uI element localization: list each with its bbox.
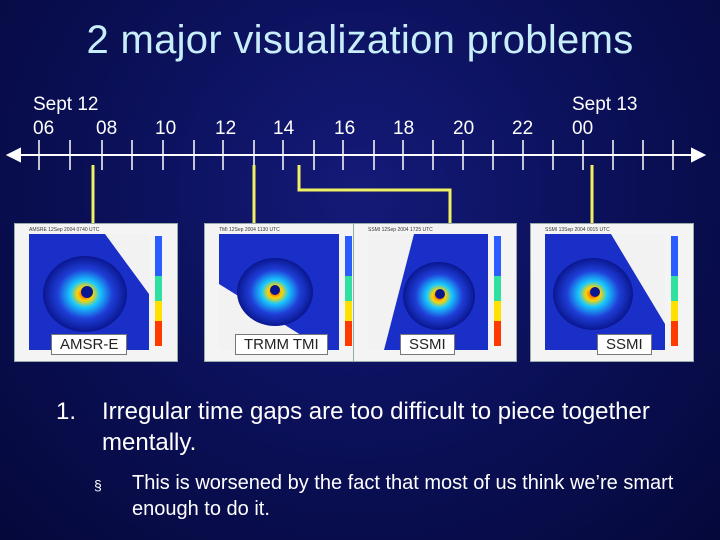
sub-point-text: This is worsened by the fact that most o… xyxy=(132,472,674,520)
panel-header: SSMI 12Sep 2004 1725 UTC xyxy=(368,227,433,233)
connector-ssmi-1 xyxy=(297,165,452,225)
timeline-hour-10: 10 xyxy=(155,118,177,139)
sensor-label-ssmi-2: SSMI xyxy=(597,334,652,355)
timeline-ticks xyxy=(38,140,674,170)
timeline-hour-16: 16 xyxy=(334,118,356,139)
satellite-panel-ssmi-2: SSMI 13Sep 2004 0015 UTC SSMI xyxy=(530,223,694,362)
slide-title: 2 major visualization problems xyxy=(86,18,634,62)
timeline-date-end: Sept 13 xyxy=(572,94,638,115)
hurricane-image xyxy=(29,234,162,350)
timeline-hour-06: 06 xyxy=(33,118,55,139)
sensor-label-ssmi-1: SSMI xyxy=(400,334,455,355)
satellite-panel-amsre: AMSRE 12Sep 2004 0740 UTC AMSR-E xyxy=(14,223,178,362)
panel-header: SSMI 13Sep 2004 0015 UTC xyxy=(545,227,610,233)
section-bullet-icon: § xyxy=(94,477,102,493)
hurricane-image xyxy=(219,234,352,350)
timeline-hour-18: 18 xyxy=(393,118,415,139)
panel-header: AMSRE 12Sep 2004 0740 UTC xyxy=(29,227,100,233)
sensor-label-tmi: TRMM TMI xyxy=(235,334,328,355)
timeline-hour-20: 20 xyxy=(453,118,475,139)
timeline-hour-12: 12 xyxy=(215,118,237,139)
satellite-panel-ssmi-1: SSMI 12Sep 2004 1725 UTC SSMI xyxy=(353,223,517,362)
timeline-hour-00: 00 xyxy=(572,118,594,139)
timeline-date-start: Sept 12 xyxy=(33,94,99,115)
timeline-left-arrow xyxy=(5,147,21,163)
point-text: Irregular time gaps are too difficult to… xyxy=(102,398,650,456)
satellite-panel-tmi: TMI 12Sep 2004 1130 UTC TRMM TMI xyxy=(204,223,368,362)
timeline-hour-14: 14 xyxy=(273,118,295,139)
sensor-label-amsre: AMSR-E xyxy=(51,334,128,355)
hurricane-image xyxy=(545,234,678,350)
timeline-hour-08: 08 xyxy=(96,118,118,139)
timeline-right-arrow xyxy=(691,147,707,163)
hurricane-image xyxy=(368,234,501,350)
panel-header: TMI 12Sep 2004 1130 UTC xyxy=(219,227,280,233)
timeline-hour-22: 22 xyxy=(512,118,534,139)
point-number: 1. xyxy=(56,398,77,425)
